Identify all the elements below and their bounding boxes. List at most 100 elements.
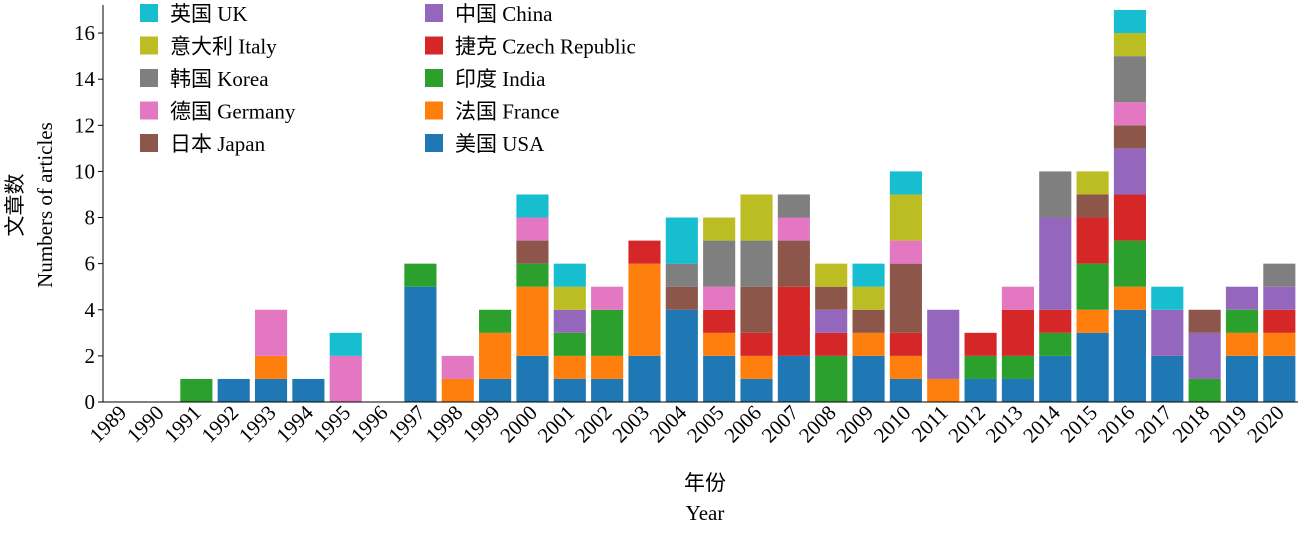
x-tick-label: 2009 [831, 401, 878, 448]
legend-label: 韩国 Korea [170, 67, 269, 91]
bar-segment [740, 286, 773, 333]
bar-segment [516, 355, 549, 402]
bar-segment [441, 355, 474, 379]
bar-segment [591, 309, 624, 356]
bar-segment [852, 332, 885, 356]
bar-segment [1113, 286, 1147, 310]
bar-segment [553, 309, 586, 333]
bar-segment [479, 309, 512, 333]
x-tick-label: 1996 [346, 401, 393, 448]
y-tick-label: 0 [85, 390, 96, 414]
x-tick-label: 1993 [234, 401, 281, 448]
bar-segment [404, 263, 437, 287]
bar-segment [703, 309, 736, 333]
bar-segment [1263, 309, 1296, 333]
x-tick-label: 2017 [1130, 401, 1177, 448]
y-tick-label: 4 [85, 298, 96, 322]
bar-segment [217, 378, 250, 402]
x-tick-label: 2011 [907, 401, 953, 447]
bar-segment [889, 378, 922, 402]
bar-segment [591, 355, 624, 379]
bar-segment [628, 355, 661, 402]
bar-segment [254, 355, 288, 379]
bar-segment [329, 355, 362, 402]
bar-segment [777, 286, 810, 356]
bar-segment [1001, 286, 1034, 310]
x-tick-label: 2014 [1018, 400, 1065, 447]
x-tick-label: 1990 [122, 401, 169, 448]
bar-segment [553, 332, 586, 356]
legend-label: 法国 France [455, 100, 559, 124]
bar-segment [591, 378, 624, 402]
bar-segment [1076, 309, 1109, 333]
bar-segment [889, 194, 922, 241]
bar-segment [777, 194, 810, 218]
legend-label: 中国 China [455, 2, 553, 26]
bar-segment [292, 378, 325, 402]
bar-segment [1263, 332, 1296, 356]
legend-label: 美国 USA [455, 132, 545, 156]
bar-segment [964, 332, 997, 356]
bar-segment [1001, 378, 1034, 402]
x-tick-label: 2006 [719, 401, 766, 448]
x-tick-label: 2019 [1205, 401, 1252, 448]
x-tick-label: 2016 [1093, 401, 1140, 448]
bar-segment [777, 240, 810, 287]
legend-swatch [140, 36, 158, 55]
y-tick-label: 6 [85, 252, 96, 276]
bar-segment [516, 286, 549, 356]
x-tick-label: 2002 [570, 401, 617, 448]
y-tick-label: 14 [74, 67, 96, 91]
x-tick-label: 1994 [271, 400, 318, 447]
bar-segment [1076, 171, 1109, 195]
x-tick-label: 2007 [757, 401, 804, 448]
bar-segment [1039, 355, 1072, 402]
legend-swatch [425, 134, 443, 152]
legend-swatch [140, 101, 158, 120]
legend-swatch [425, 101, 443, 120]
bar-segment [441, 378, 474, 402]
x-tick-label: 2008 [794, 401, 841, 448]
legend-label: 捷克 Czech Republic [455, 35, 636, 59]
bar-segment [777, 355, 810, 402]
x-tick-label: 1992 [197, 401, 244, 448]
bar-segment [815, 263, 848, 287]
bar-segment [516, 217, 549, 241]
bar-segment [479, 332, 512, 379]
bar-segment [889, 263, 922, 333]
bar-segment [1263, 286, 1296, 310]
bar-segment [964, 355, 997, 379]
bar-segment [740, 378, 773, 402]
bar-segment [1113, 125, 1147, 149]
bar-segment [180, 378, 213, 402]
bar-segment [1188, 378, 1221, 402]
x-tick-label: 1991 [159, 401, 206, 448]
x-tick-label: 1999 [458, 401, 505, 448]
bar-segment [852, 286, 885, 310]
bar-segment [852, 263, 885, 287]
bar-segment [665, 309, 698, 402]
bar-segment [1076, 332, 1109, 402]
bar-segment [1113, 10, 1147, 34]
x-tick-label: 2020 [1242, 401, 1289, 448]
bar-segment [815, 332, 848, 356]
bar-segment [479, 378, 512, 402]
x-tick-label: 2001 [533, 401, 580, 448]
bar-segment [1113, 102, 1147, 126]
legend-swatch [140, 134, 158, 152]
x-tick-label: 2010 [869, 401, 916, 448]
x-tick-label: 2004 [645, 400, 692, 447]
x-tick-label: 2012 [943, 401, 990, 448]
bar-segment [1039, 171, 1072, 218]
bar-segment [1039, 217, 1072, 310]
bar-segment [852, 355, 885, 402]
x-tick-label: 2013 [981, 401, 1028, 448]
legend-label: 英国 UK [170, 2, 248, 26]
bar-segment [1225, 286, 1259, 310]
bar-segment [665, 217, 698, 264]
y-axis-label-en: Numbers of articles [33, 122, 57, 288]
bar-segment [1151, 286, 1184, 310]
x-axis-label-en: Year [686, 501, 725, 525]
x-tick-label: 1995 [309, 401, 356, 448]
legend-swatch [425, 36, 443, 55]
